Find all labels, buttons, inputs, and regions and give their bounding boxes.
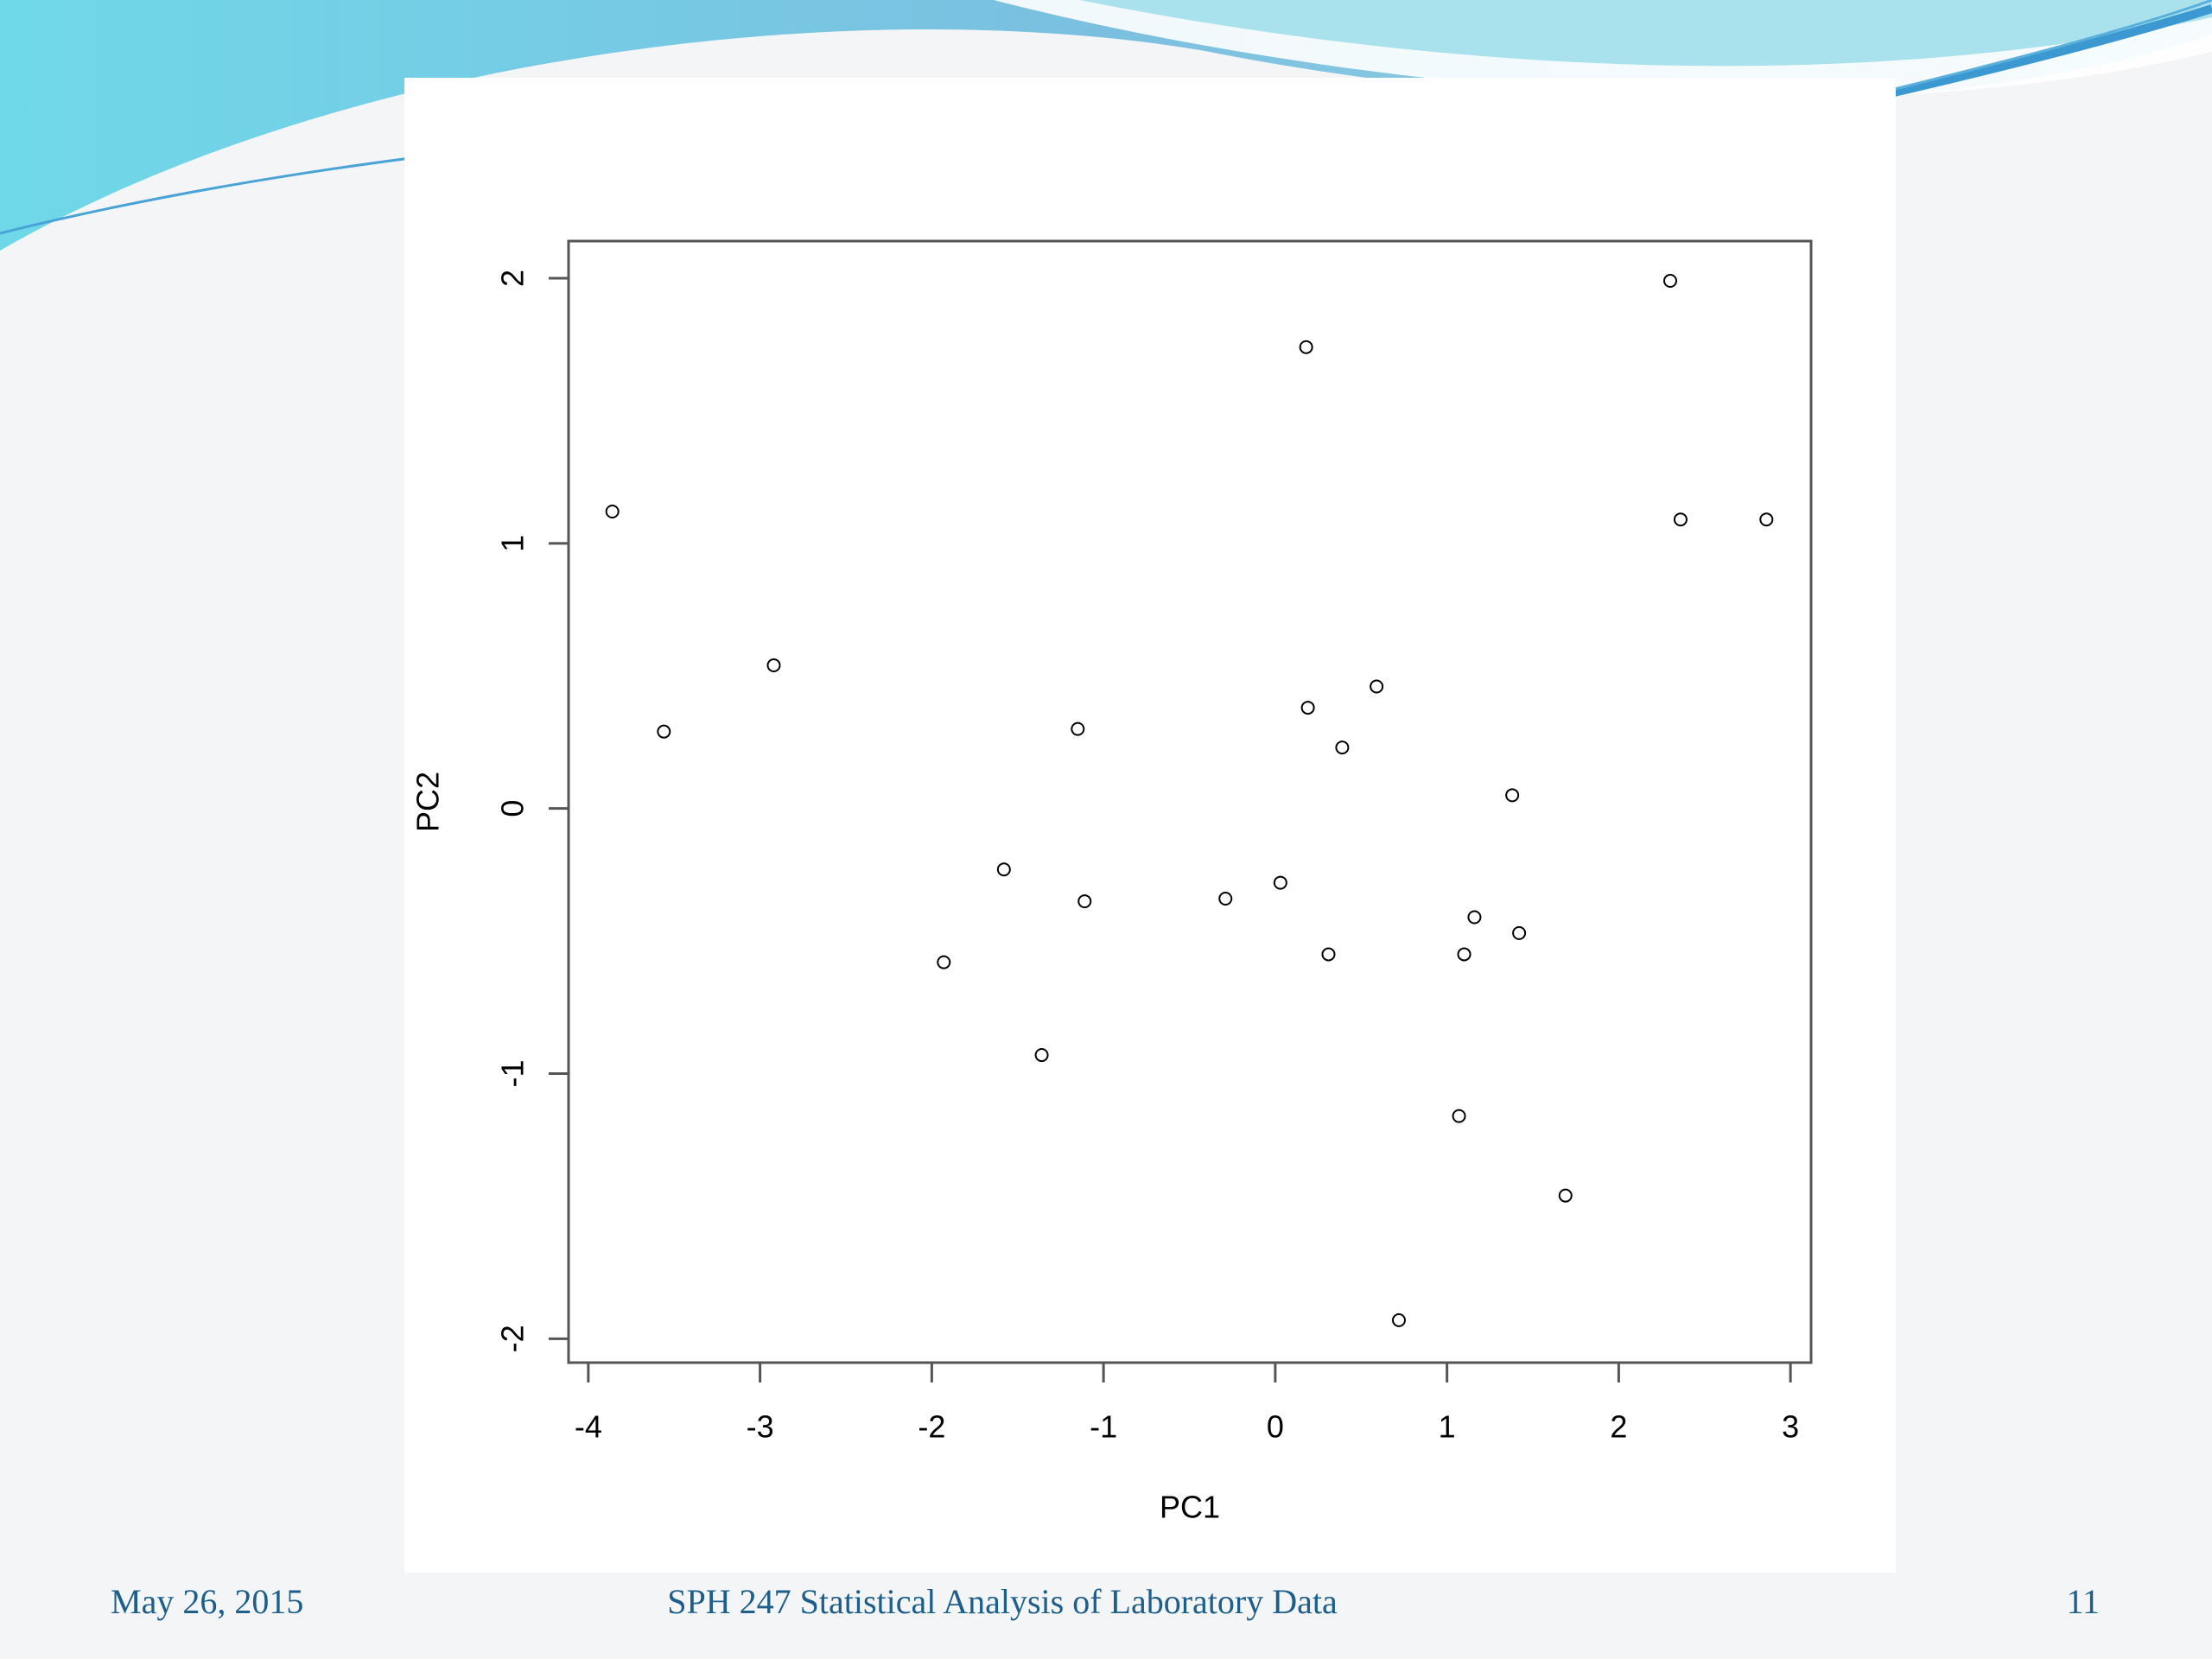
x-tick-label: 3 bbox=[1782, 1409, 1799, 1445]
footer-date: May 26, 2015 bbox=[111, 1582, 303, 1621]
point bbox=[657, 724, 671, 739]
point bbox=[1370, 679, 1384, 694]
point bbox=[1273, 875, 1287, 890]
point bbox=[1077, 894, 1092, 909]
x-tick-label: -3 bbox=[747, 1409, 774, 1445]
y-tick-label: 1 bbox=[495, 535, 531, 552]
x-tick-label: 2 bbox=[1610, 1409, 1627, 1445]
point bbox=[1071, 721, 1085, 736]
point bbox=[605, 504, 620, 518]
point bbox=[1457, 947, 1471, 962]
x-tick-label: 1 bbox=[1439, 1409, 1456, 1445]
point bbox=[996, 862, 1011, 877]
point bbox=[1218, 892, 1233, 906]
point bbox=[766, 658, 781, 672]
point bbox=[1759, 512, 1774, 527]
point bbox=[1452, 1109, 1466, 1123]
point bbox=[1299, 340, 1313, 354]
point bbox=[1321, 947, 1336, 962]
point bbox=[1300, 701, 1315, 715]
point bbox=[1391, 1313, 1406, 1327]
x-axis-label: PC1 bbox=[1160, 1490, 1220, 1525]
point bbox=[1663, 274, 1678, 289]
footer-course: SPH 247 Statistical Analysis of Laborato… bbox=[667, 1582, 1338, 1621]
point bbox=[1034, 1048, 1049, 1063]
figure-panel bbox=[404, 78, 1896, 1573]
y-tick-label: -2 bbox=[495, 1325, 531, 1352]
point bbox=[1512, 925, 1527, 940]
y-tick-label: 2 bbox=[495, 270, 531, 287]
y-tick-label: -1 bbox=[495, 1060, 531, 1088]
x-tick-label: -1 bbox=[1090, 1409, 1117, 1445]
y-tick-label: 0 bbox=[495, 800, 531, 817]
x-tick-label: -4 bbox=[575, 1409, 602, 1445]
point bbox=[1505, 788, 1520, 803]
x-tick-label: -2 bbox=[918, 1409, 945, 1445]
point bbox=[1558, 1188, 1573, 1203]
y-axis-label: PC2 bbox=[410, 772, 446, 832]
point bbox=[937, 955, 951, 969]
point bbox=[1335, 741, 1350, 755]
point bbox=[1467, 910, 1482, 925]
point bbox=[1673, 512, 1688, 527]
footer-page: 11 bbox=[2066, 1582, 2100, 1621]
x-tick-label: 0 bbox=[1267, 1409, 1284, 1445]
